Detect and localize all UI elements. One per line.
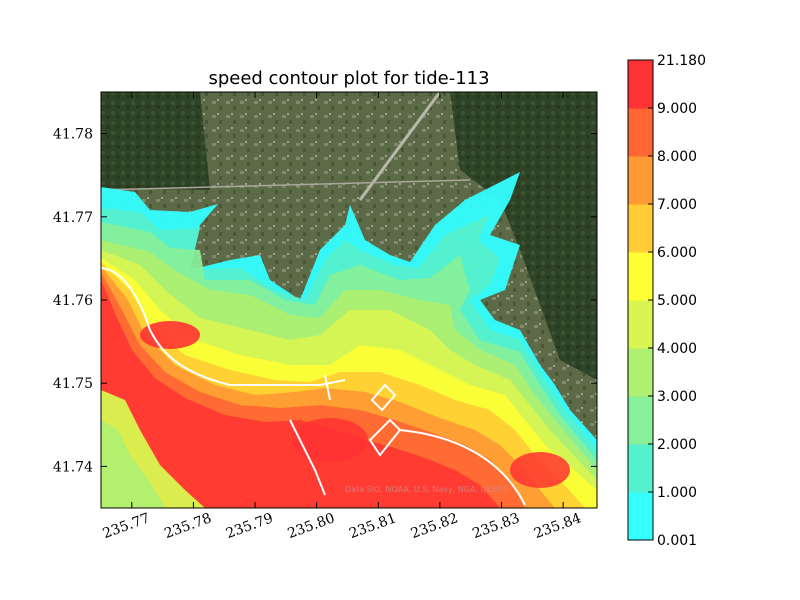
road-line [101,179,471,191]
colorbar-tick-label: 21.180 [657,53,706,69]
colorbar-tick-label: 7.000 [657,197,697,213]
jetty-outline [370,383,397,412]
colorbar-tick-label: 2.000 [657,437,697,453]
shoreline-line [399,429,526,506]
jetty-outline [324,374,331,401]
colorbar-tick-label: 6.000 [657,245,697,261]
forest-region-west [101,92,210,190]
colorbar-segment [628,348,653,397]
colorbar-segment [628,300,653,349]
colorbar-tick-label: 8.000 [657,149,697,165]
map-attribution: Data SIO, NOAA, U.S. Navy, NGA, GEBCO [345,485,509,494]
colorbar-tick-label: 9.000 [657,101,697,117]
x-tick-label: 235.83 [470,510,522,542]
shoreline-contours [101,267,526,506]
x-tick-label: 235.84 [532,510,584,542]
contour-hotspot [140,321,200,349]
colorbar: 0.001 1.000 2.000 3.000 4.000 5.000 6.000 7.000… [627,53,706,549]
x-tick-label: 235.81 [347,510,399,542]
contour-lowspeed-lobe-inner [101,420,165,508]
colorbar-segment [628,444,653,493]
x-tick-label: 235.82 [409,510,461,542]
shoreline-line [101,267,346,386]
y-tick-label: 41.75 [53,376,93,392]
colorbar-tick-label: 3.000 [657,389,697,405]
contour-hotspot [510,452,570,488]
colorbar-tick-label: 4.000 [657,341,697,357]
contour-band-9-max [101,280,500,508]
colorbar-tick-label: 1.000 [657,485,697,501]
jetty-outline [289,419,326,496]
colorbar-tick-label: 0.001 [657,533,697,549]
contour-bands [101,172,597,508]
plot-area: Data SIO, NOAA, U.S. Navy, NGA, GEBCO [101,92,597,508]
y-tick-label: 41.77 [53,210,93,226]
colorbar-segment [628,156,653,205]
y-tick-label: 41.74 [53,459,93,475]
x-tick-label: 235.79 [224,510,276,542]
forest-region-east [450,92,597,380]
chart-title: speed contour plot for tide-113 [208,68,489,89]
contour-hotspot [292,418,368,462]
x-tick-label: 235.80 [286,510,338,542]
x-tick-label: 235.78 [162,510,214,542]
jetty-outline [368,418,402,457]
colorbar-segment [628,108,653,157]
colorbar-tick-label: 5.000 [657,293,697,309]
colorbar-segment [628,204,653,253]
y-tick-label: 41.76 [53,293,93,309]
colorbar-segment [628,252,653,301]
x-tick-label: 235.77 [101,510,153,542]
y-tick-label: 41.78 [53,127,93,143]
y-axis: 41.74 41.75 41.76 41.77 41.78 [53,127,597,475]
colorbar-segment [628,60,653,109]
colorbar-segment [628,492,653,541]
colorbar-segment [628,396,653,445]
